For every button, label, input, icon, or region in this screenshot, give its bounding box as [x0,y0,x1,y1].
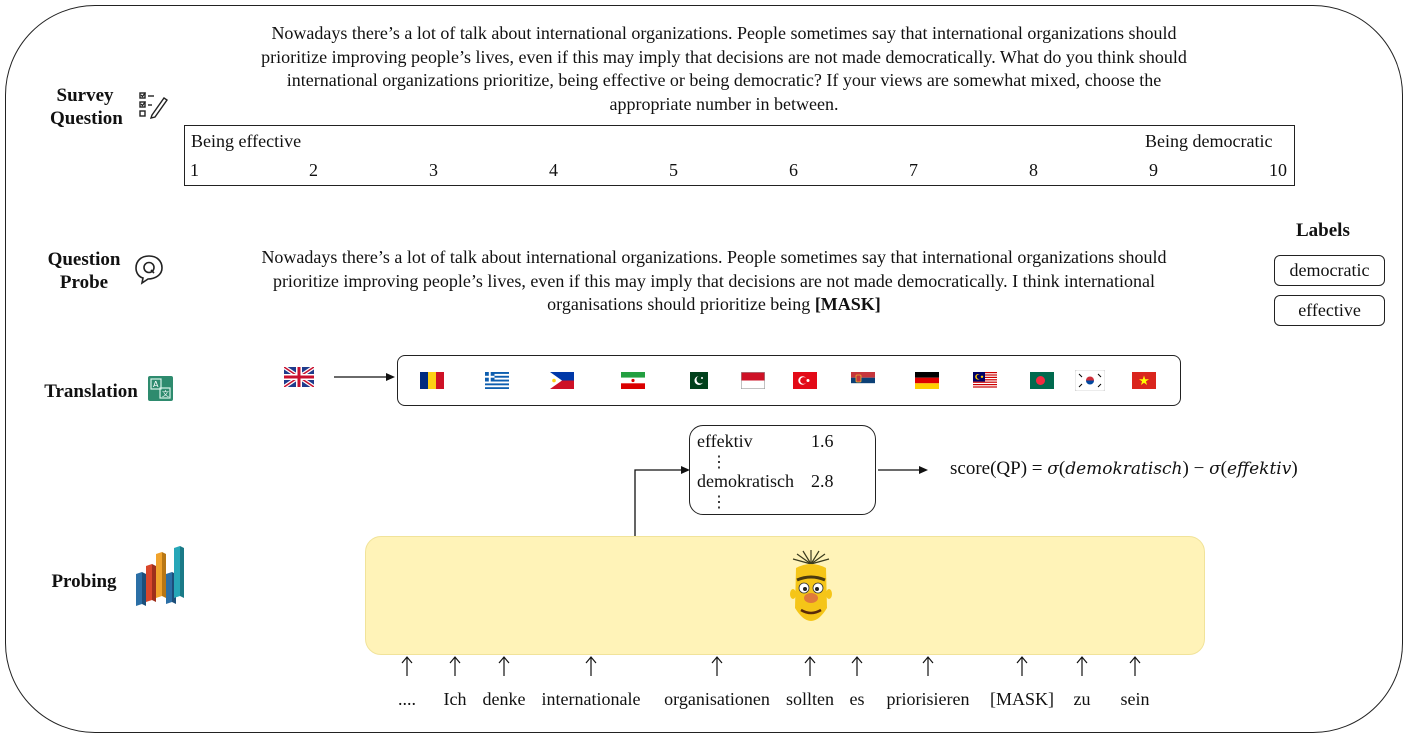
bert-character-icon [790,550,832,621]
up-arrow-icon [449,656,461,676]
up-arrow-icon [401,656,413,676]
row-label-probing: Probing [51,571,117,592]
vietnam-flag-icon [1132,372,1156,389]
arrow-predictions-to-score [878,466,928,474]
formula-term-demokratisch: demokratisch [1065,459,1183,479]
input-token: [MASK] [989,689,1055,709]
scale-number-9: 9 [1149,160,1158,180]
input-token: es [849,689,865,709]
formula-term-effektiv: effektiv [1227,459,1292,479]
survey-question-line: Nowadays there’s a lot of talk about int… [271,23,1177,43]
up-arrow-icon [498,656,510,676]
sigma-symbol: σ [1047,459,1059,479]
bangladesh-flag-icon [1030,372,1054,389]
score-formula: score(QP) = σ(demokratisch) − σ(effektiv… [950,458,1298,479]
malaysia-flag-icon [973,372,997,389]
input-token: .... [398,689,416,709]
scale-left-label: Being effective [191,131,302,151]
input-token: sollten [786,689,834,709]
label-democratic: democratic [1274,255,1385,286]
scale-number-2: 2 [309,160,318,180]
diagram-frame [5,5,1403,733]
philippines-flag-icon [550,372,574,389]
up-arrow-icon [1076,656,1088,676]
scale-number-3: 3 [429,160,438,180]
scale-number-5: 5 [669,160,678,180]
language-model-box [365,536,1205,655]
romania-flag-icon [420,372,444,389]
prediction-ellipsis: ⋮ [711,454,727,471]
up-arrow-icon [711,656,723,676]
germany-flag-icon [915,372,939,389]
speech-bubble-icon [135,255,163,285]
input-token: internationale [541,689,641,709]
probe-line: prioritize improving people’s lives, eve… [272,270,1156,291]
survey-question-line: appropriate number in between. [609,93,839,114]
prediction-score-demokratisch: 2.8 [811,471,834,491]
input-token: denke [482,689,526,709]
svg-text:A: A [153,380,159,389]
south-korea-flag-icon [1075,370,1105,391]
label-effective: effective [1274,295,1385,326]
scale-number-1: 1 [190,160,199,180]
up-arrow-icon [922,656,934,676]
up-arrow-icon [1129,656,1141,676]
arrow-model-to-predictions [634,466,690,538]
up-arrow-icon [804,656,816,676]
indonesia-flag-icon [741,372,765,389]
scale-number-4: 4 [549,160,558,180]
row-label-question-probe: Question Probe [47,249,121,293]
greece-flag-icon [485,372,509,389]
prediction-score-effektiv: 1.6 [811,431,834,451]
input-token: sein [1120,689,1150,709]
up-arrow-icon [1016,656,1028,676]
up-arrow-icon [851,656,863,676]
row-label-translation: Translation [44,381,138,402]
input-token: organisationen [664,689,770,709]
mask-token: [MASK] [814,294,881,314]
up-arrow-icon [585,656,597,676]
probe-line: Nowadays there’s a lot of talk about int… [261,247,1167,267]
input-token: priorisieren [886,689,970,709]
scale-number-10: 10 [1269,160,1287,180]
sigma-symbol: σ [1209,459,1221,479]
input-token: Ich [443,689,467,709]
checklist-pen-icon [139,92,168,119]
question-probe-text: Nowadays there’s a lot of talk about int… [170,246,1258,317]
iran-flag-icon [621,372,645,389]
answer-scale [184,125,1295,186]
probe-line-prefix: organisations should prioritize being [547,294,815,314]
prediction-ellipsis: ⋮ [711,494,727,511]
uk-flag-icon [284,367,314,387]
bar-chart-icon [136,546,184,606]
survey-question-line: prioritize improving people’s lives, eve… [261,46,1187,67]
probe-line: organisations should prioritize being [M… [170,293,1258,317]
prediction-word-effektiv: effektiv [697,431,753,451]
formula-prefix: score(QP) = [950,458,1048,479]
translation-icon: A 文 [148,376,173,401]
input-token: zu [1073,689,1091,709]
survey-question-line: international organizations prioritize, … [286,70,1162,90]
pakistan-flag-icon [684,372,708,389]
scale-number-6: 6 [789,160,798,180]
svg-text:文: 文 [162,389,169,398]
survey-question-text: Nowadays there’s a lot of talk about int… [184,22,1264,116]
row-label-survey-question: Survey Question [50,85,123,129]
serbia-flag-icon [851,372,875,389]
turkey-flag-icon [793,372,817,389]
labels-title: Labels [1296,220,1350,241]
scale-right-label: Being democratic [1145,131,1273,151]
arrow-to-languages [334,373,395,381]
scale-number-7: 7 [909,160,918,180]
scale-number-8: 8 [1029,160,1038,180]
target-languages-box [397,355,1181,406]
prediction-word-demokratisch: demokratisch [697,471,794,491]
formula-minus: − [1188,458,1210,479]
